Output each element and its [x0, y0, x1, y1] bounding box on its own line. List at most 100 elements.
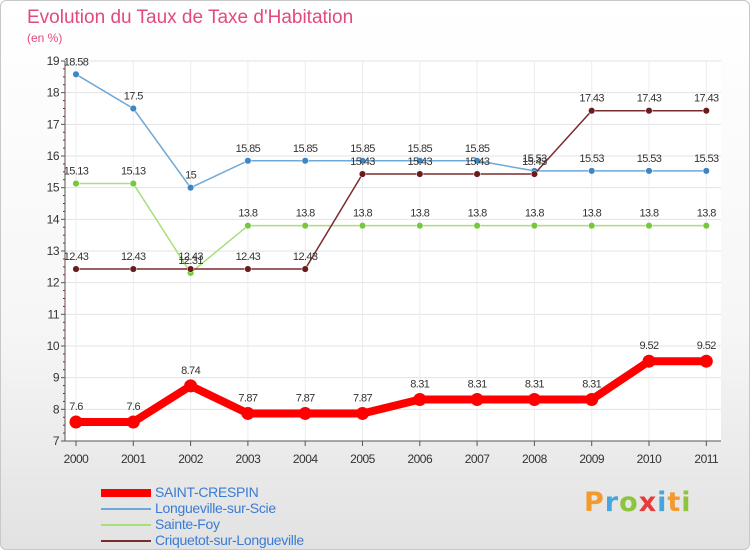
y-tick-label: 16 — [47, 149, 60, 163]
series-point — [126, 415, 140, 429]
data-label: 15.53 — [579, 153, 604, 165]
series-point — [416, 157, 424, 165]
data-label: 8.31 — [525, 379, 544, 391]
logo-letter: i — [681, 487, 692, 518]
data-label: 7.87 — [296, 392, 315, 404]
legend-swatch — [101, 489, 151, 497]
logo-letter: i — [657, 487, 668, 518]
legend-swatch — [101, 524, 151, 526]
x-tick-label: 2006 — [407, 452, 433, 466]
series-point — [416, 222, 424, 230]
series-point — [356, 406, 369, 420]
data-label: 15.85 — [293, 143, 318, 155]
data-label: 9.52 — [639, 340, 658, 352]
x-tick-label: 2002 — [178, 452, 204, 466]
series-point — [473, 222, 481, 230]
series-point — [129, 265, 137, 273]
data-label: 12.43 — [236, 251, 261, 263]
y-tick-label: 11 — [48, 307, 60, 321]
data-label: 15.85 — [465, 143, 490, 155]
y-tick-label: 13 — [47, 244, 60, 258]
legend-label: Longueville-sur-Scie — [155, 500, 276, 516]
series-point — [358, 170, 367, 178]
series-point — [358, 222, 367, 230]
data-label: 15.13 — [121, 166, 146, 178]
data-label: 13.8 — [410, 208, 429, 220]
x-tick-label: 2011 — [694, 452, 719, 466]
x-tick-label: 2009 — [579, 452, 605, 466]
y-tick-label: 8 — [53, 402, 60, 416]
data-label: 18.58 — [64, 56, 89, 68]
series-point — [129, 180, 137, 188]
logo-letter: o — [619, 487, 639, 518]
data-label: 15.43 — [350, 156, 375, 168]
data-label: 12.43 — [121, 251, 146, 263]
series-point — [416, 170, 424, 178]
series-point — [187, 184, 195, 192]
series-point — [588, 107, 596, 115]
data-label: 17.43 — [637, 93, 662, 105]
y-tick-label: 9 — [53, 371, 60, 385]
series-point — [129, 104, 137, 113]
x-tick-label: 2001 — [121, 452, 147, 466]
data-label: 17.43 — [579, 93, 604, 105]
data-label: 17.43 — [694, 93, 719, 105]
series-point — [72, 180, 80, 188]
proxiti-logo: Proxiti — [584, 487, 692, 518]
y-tick-label: 15 — [47, 181, 60, 195]
data-label: 13.8 — [296, 208, 315, 220]
data-label: 13.8 — [582, 208, 601, 220]
series-point — [298, 406, 312, 420]
x-tick-label: 2004 — [293, 452, 319, 466]
series-point — [645, 167, 653, 175]
series-line-1 — [75, 73, 708, 189]
series-point — [470, 393, 484, 407]
y-tick-label: 10 — [47, 339, 60, 353]
data-label: 15.13 — [64, 166, 89, 178]
data-label: 15.85 — [350, 143, 375, 155]
logo-letter: x — [638, 487, 658, 518]
series-point — [72, 265, 80, 273]
series-point — [244, 265, 252, 273]
data-label: 13.8 — [525, 208, 544, 220]
y-tick-label: 12 — [47, 276, 60, 290]
series-point — [184, 379, 198, 393]
series-point — [585, 393, 599, 407]
legend-label: Sainte-Foy — [155, 516, 220, 532]
series-point — [588, 167, 596, 175]
data-label: 12.43 — [293, 251, 318, 263]
legend-swatch — [101, 508, 151, 510]
series-point — [72, 70, 80, 78]
series-point — [358, 157, 367, 165]
series-point — [473, 170, 481, 178]
data-label: 13.8 — [639, 208, 658, 220]
data-label: 12.31 — [178, 255, 203, 267]
x-tick-label: 2007 — [465, 452, 491, 466]
series-point — [699, 354, 713, 368]
series-point — [702, 167, 710, 175]
data-label: 12.43 — [178, 251, 203, 263]
data-label: 12.43 — [64, 251, 89, 263]
series-point — [413, 393, 427, 407]
data-label: 8.31 — [468, 379, 487, 391]
data-label: 15.43 — [408, 156, 433, 168]
data-label: 8.31 — [410, 379, 429, 391]
series-point — [473, 157, 481, 165]
series-point — [642, 354, 656, 368]
series-point — [588, 222, 596, 230]
x-tick-label: 2003 — [236, 452, 262, 466]
series-point — [241, 406, 255, 420]
series-point — [527, 393, 541, 407]
data-label: 13.8 — [468, 208, 487, 220]
data-label: 8.74 — [181, 365, 200, 377]
series-point — [301, 265, 309, 273]
series-point — [645, 222, 653, 230]
legend-label: Criquetot-sur-Longueville — [155, 532, 304, 548]
chart-unit-label: (en %) — [27, 31, 63, 45]
data-label: 7.87 — [353, 392, 372, 404]
series-point — [301, 157, 309, 165]
series-point — [645, 107, 653, 115]
series-point — [702, 222, 710, 230]
